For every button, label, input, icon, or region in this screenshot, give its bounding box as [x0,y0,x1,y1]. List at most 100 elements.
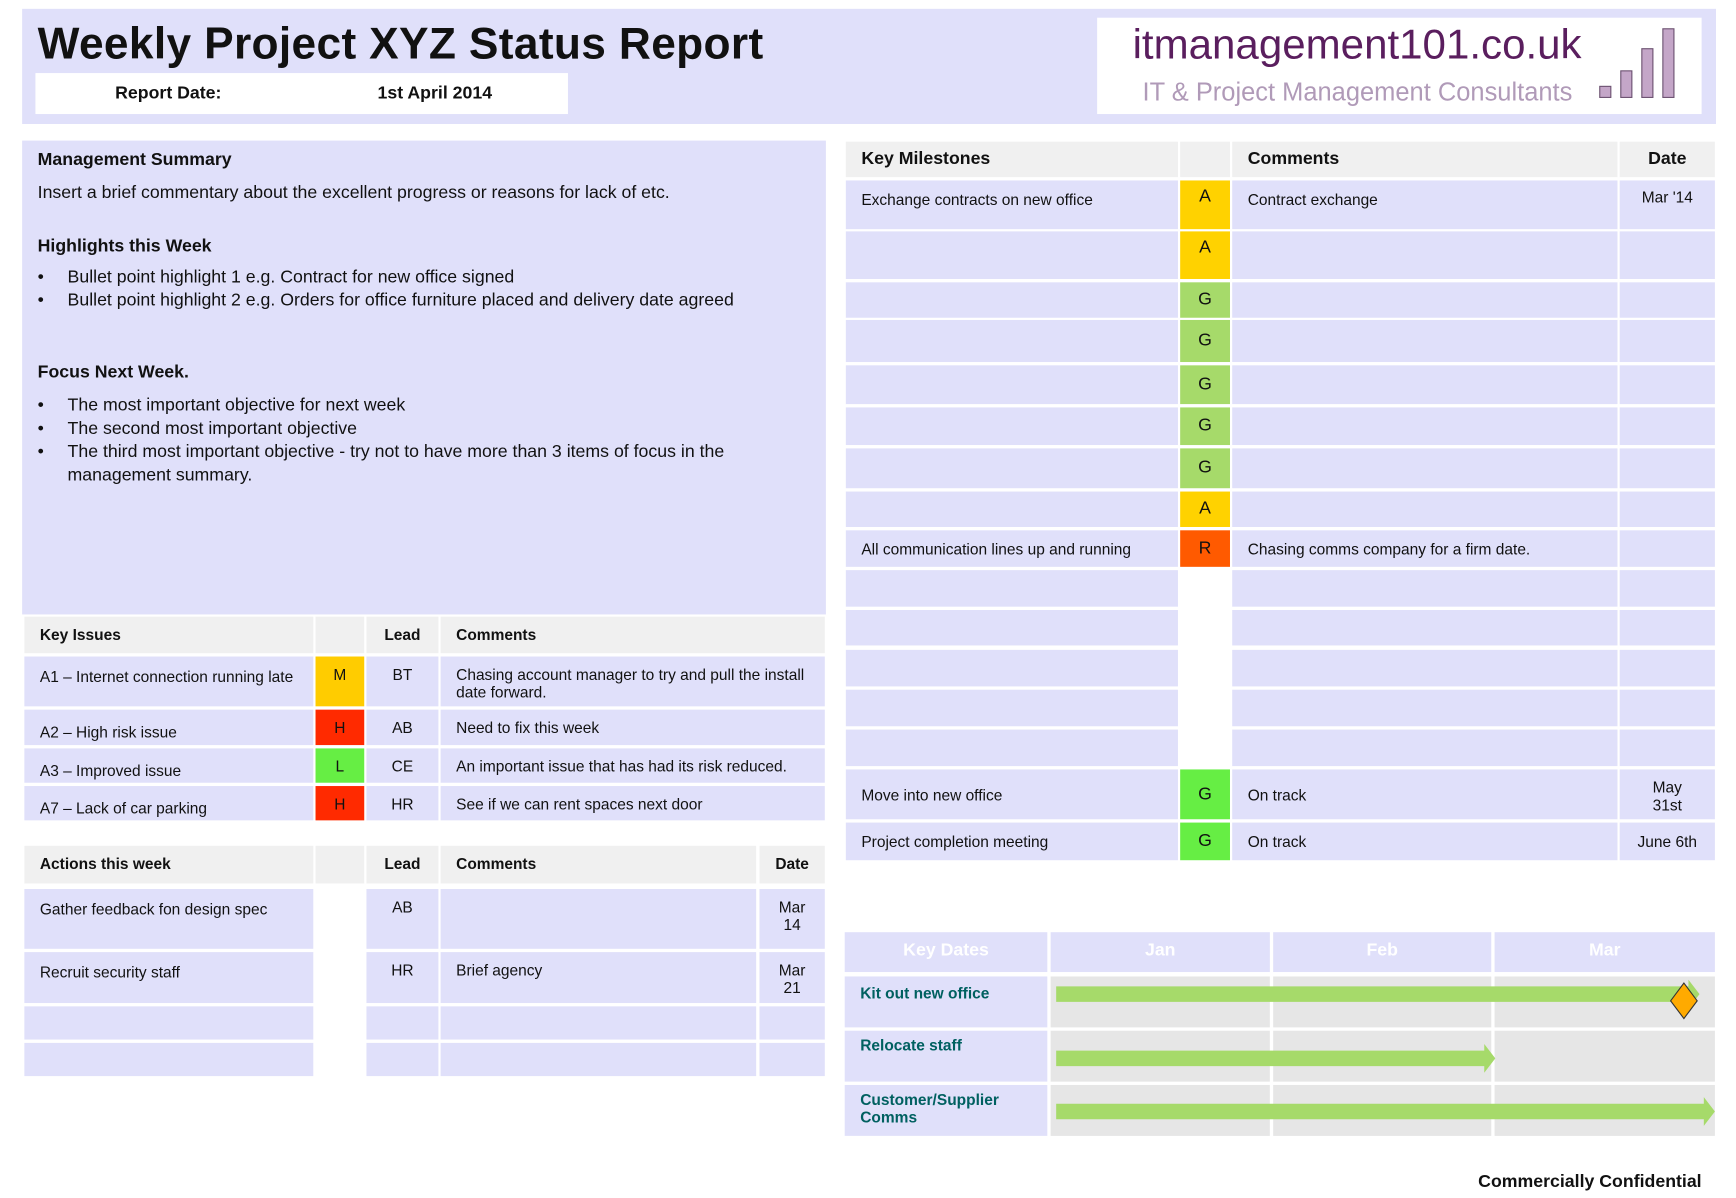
milestone-comment [1232,729,1618,767]
report-date-value: 1st April 2014 [377,84,493,103]
milestone-date [1619,610,1715,646]
gantt-cell [1050,1030,1270,1082]
rag-status-badge: A [1180,180,1230,230]
action-date [759,1006,825,1040]
milestone-comment [1232,319,1618,363]
rag-status-badge: R [1180,530,1230,567]
logo: itmanagement101.co.uk IT & Project Manag… [1097,17,1702,115]
milestone-name [845,365,1178,405]
rag-status-badge: G [1180,822,1230,861]
action-lead: AB [366,889,439,949]
risk-badge: H [315,709,365,746]
action-comment [440,889,757,949]
milestone-date [1619,570,1715,607]
milestone-comment [1232,570,1618,607]
milestone-date [1619,319,1715,363]
issue-name: A2 – High risk issue [24,709,314,746]
gantt-cell [1494,1084,1715,1136]
highlights-list: Bullet point highlight 1 e.g. Contract f… [38,266,791,312]
milestone-name [845,231,1178,279]
issue-lead: HR [366,786,439,821]
gantt-cell [1273,976,1492,1028]
rag-status-badge [1180,570,1230,607]
milestone-date [1619,448,1715,489]
milestone-comment [1232,689,1618,727]
issue-name: A3 – Improved issue [24,748,314,783]
issue-comment: See if we can rent spaces next door [440,786,825,821]
rag-status-badge: A [1180,231,1230,279]
milestone-name [845,319,1178,363]
gantt-row-label: Customer/Supplier Comms [844,1084,1048,1136]
milestone-date [1619,729,1715,767]
rag-status-badge: G [1180,448,1230,489]
milestone-comment [1232,649,1618,687]
rag-status-badge: G [1180,365,1230,405]
milestone-date: Mar '14 [1619,180,1715,230]
milestone-comment [1232,610,1618,646]
milestone-comment [1232,491,1618,527]
rag-status-badge [1180,729,1230,767]
gantt-cell [1494,976,1715,1028]
summary-heading: Management Summary [37,150,232,170]
milestone-date [1619,231,1715,279]
milestones-header: Key Milestones [845,141,1178,178]
logo-tagline: IT & Project Management Consultants [1142,77,1573,107]
milestone-comment: Contract exchange [1232,180,1618,230]
gantt-cell [1050,1084,1270,1136]
actions-header [315,845,365,884]
milestone-name: Project completion meeting [845,822,1178,861]
issue-comment: Chasing account manager to try and pull … [440,656,825,707]
milestone-comment: On track [1232,822,1618,861]
milestone-comment: On track [1232,769,1618,820]
risk-badge: M [315,656,365,707]
milestone-date [1619,649,1715,687]
issues-header: Lead [366,616,439,654]
gantt-header: Mar [1494,932,1715,973]
focus-item: The second most important objective [38,417,769,440]
focus-item: The most important objective for next we… [38,394,769,417]
gantt-header: Feb [1273,932,1492,973]
milestone-date [1619,282,1715,318]
risk-badge: L [315,748,365,783]
highlights-heading: Highlights this Week [37,236,212,256]
report-date-box: Report Date: 1st April 2014 [35,73,568,115]
gantt-cell [1050,976,1270,1028]
gantt-row-label: Kit out new office [844,976,1048,1028]
issue-comment: An important issue that has had its risk… [440,748,825,783]
actions-header: Comments [440,845,757,884]
milestone-name [845,689,1178,727]
issues-header: Comments [440,616,825,654]
milestone-name: Move into new office [845,769,1178,820]
logo-name: itmanagement101.co.uk [1132,22,1582,69]
issue-lead: CE [366,748,439,783]
highlight-item: Bullet point highlight 1 e.g. Contract f… [38,266,791,289]
management-summary: Management Summary Insert a brief commen… [22,140,826,615]
issue-comment: Need to fix this week [440,709,825,746]
milestone-date [1619,407,1715,446]
rag-status-badge [1180,689,1230,727]
milestone-name [845,729,1178,767]
milestone-comment [1232,282,1618,318]
milestone-comment [1232,448,1618,489]
focus-item: The third most important objective - try… [38,441,769,487]
rag-status-badge: G [1180,769,1230,820]
milestone-comment [1232,365,1618,405]
gantt-row-label: Relocate staff [844,1030,1048,1082]
milestone-date [1619,491,1715,527]
milestones-header [1180,141,1230,178]
milestone-name [845,491,1178,527]
rag-status-badge [1180,610,1230,646]
gantt-cell [1494,1030,1715,1082]
milestone-comment [1232,231,1618,279]
rag-status-badge: G [1180,319,1230,363]
report-date-label: Report Date: [115,84,222,103]
summary-text: Insert a brief commentary about the exce… [37,183,670,203]
focus-heading: Focus Next Week. [37,363,189,382]
footer-confidential: Commercially Confidential [1478,1172,1702,1192]
actions-header: Lead [366,845,439,884]
milestone-date: May 31st [1619,769,1715,820]
gantt-header: Key Dates [844,932,1048,973]
action-lead [366,1006,439,1040]
bar-chart-icon [1599,28,1675,98]
milestone-comment [1232,407,1618,446]
